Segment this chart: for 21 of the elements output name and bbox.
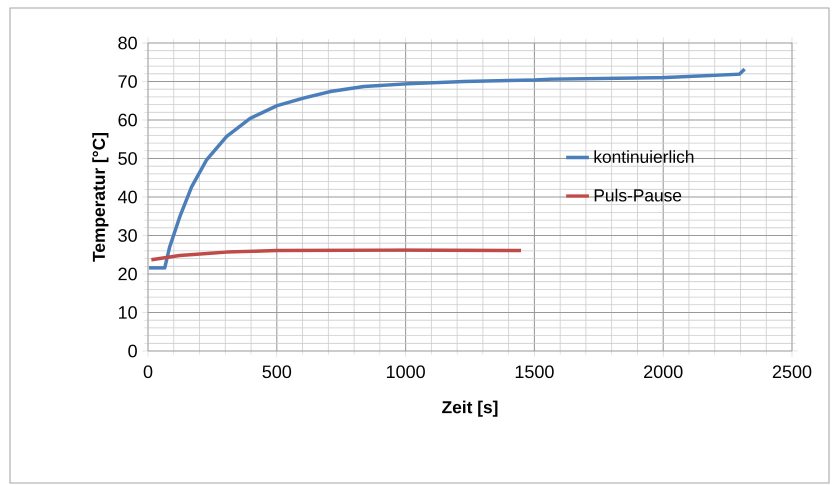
x-tick-label: 500	[262, 365, 292, 378]
y-tick-label: 70	[118, 75, 137, 88]
y-axis-title: Temperatur [°C]	[92, 133, 108, 262]
legend-label: kontinuierlich	[594, 150, 694, 163]
y-tick-label: 80	[118, 36, 137, 50]
x-tick-label: 2000	[644, 365, 683, 378]
y-tick-label: 40	[118, 190, 137, 204]
line-series	[150, 248, 523, 262]
x-tick-label: 1500	[516, 365, 554, 378]
y-tick-label: 30	[118, 229, 137, 242]
legend-label: Puls-Pause	[594, 188, 682, 202]
x-axis-title: Zeit [s]	[442, 400, 498, 417]
y-tick-label: 20	[118, 268, 137, 280]
x-tick-label: 1000	[386, 365, 425, 378]
y-tick-label: 10	[118, 306, 137, 319]
y-tick-label: 60	[118, 114, 137, 126]
line-series	[148, 67, 746, 270]
y-tick-label: 0	[128, 344, 137, 358]
x-tick-label: 2500	[772, 365, 812, 378]
y-tick-label: 50	[118, 152, 137, 165]
x-tick-label: 0	[144, 365, 152, 378]
